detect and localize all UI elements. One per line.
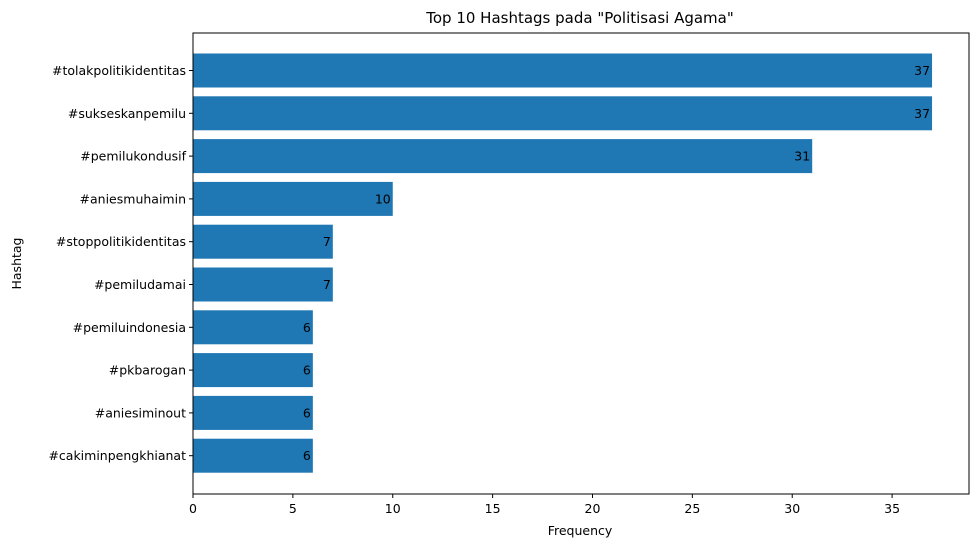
x-tick-label: 5	[289, 501, 297, 516]
bar-aniesmuhaimin	[193, 181, 393, 216]
x-axis-label: Frequency	[548, 523, 613, 538]
bar-stoppolitikidentitas	[193, 224, 333, 259]
x-tick-label: 35	[884, 501, 900, 516]
x-tick-label: 30	[784, 501, 800, 516]
y-tick-label: #stoppolitikidentitas	[56, 234, 186, 249]
y-tick-label: #aniesiminout	[95, 405, 186, 420]
data-label: 37	[914, 63, 930, 78]
data-label: 37	[914, 106, 930, 121]
data-label: 31	[794, 149, 810, 164]
data-label: 6	[303, 405, 311, 420]
plot-frame	[192, 32, 970, 495]
y-axis-label: Hashtag	[9, 238, 24, 290]
chart-title: Top 10 Hashtags pada "Politisasi Agama"	[425, 9, 734, 27]
y-tick-label: #sukseskanpemilu	[68, 106, 186, 121]
x-tick-label: 10	[385, 501, 401, 516]
y-tick-label: #pkbarogan	[109, 363, 186, 378]
y-tick-label: #pemiluindonesia	[73, 320, 186, 335]
y-tick-label: #cakiminpengkhianat	[48, 448, 186, 463]
x-tick-label: 25	[684, 501, 700, 516]
y-tick-label: #pemilukondusif	[80, 149, 186, 164]
bar-tolakpolitikidentitas	[193, 53, 933, 88]
y-tick-label: #tolakpolitikidentitas	[52, 63, 186, 78]
bar-pemiluindonesia	[193, 310, 313, 345]
data-label: 6	[303, 363, 311, 378]
x-tick-label: 20	[585, 501, 601, 516]
bar-pkbarogan	[193, 353, 313, 388]
bar-cakiminpengkhianat	[193, 438, 313, 473]
x-tick-label: 15	[485, 501, 501, 516]
data-label: 6	[303, 448, 311, 463]
bar-pemiludamai	[193, 267, 333, 302]
data-label: 6	[303, 320, 311, 335]
data-label: 7	[323, 277, 331, 292]
bar-sukseskanpemilu	[193, 96, 933, 131]
y-tick-label: #pemiludamai	[94, 277, 186, 292]
y-tick-label: #aniesmuhaimin	[80, 191, 186, 206]
x-tick-label: 0	[189, 501, 197, 516]
bar-pemilukondusif	[193, 139, 813, 174]
data-label: 10	[375, 191, 391, 206]
bar-aniesiminout	[193, 395, 313, 430]
data-label: 7	[323, 234, 331, 249]
